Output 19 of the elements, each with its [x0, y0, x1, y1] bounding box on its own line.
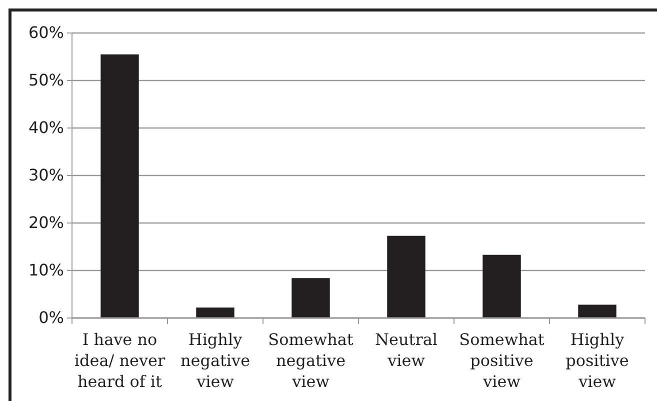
y-tick-label: 40%	[28, 118, 64, 138]
bar	[387, 236, 426, 318]
y-tick-label: 30%	[28, 166, 64, 185]
x-tick-label: Highly positive view	[566, 330, 629, 391]
x-tick-label: Somewhat positive view	[459, 330, 545, 391]
bar	[482, 254, 521, 318]
y-tick-label: 20%	[28, 213, 64, 232]
y-tick-label: 60%	[28, 23, 64, 42]
y-tick-label: 10%	[28, 260, 64, 280]
bar	[578, 304, 616, 318]
y-tick-label: 50%	[28, 70, 64, 90]
bar	[292, 278, 330, 318]
bar	[100, 54, 139, 318]
y-tick-label: 0%	[38, 308, 64, 328]
x-tick-label: Neutral view	[374, 330, 438, 370]
x-tick-label: I have no idea/ never heard of it	[74, 330, 166, 391]
x-tick-label: Highly negative view	[180, 330, 250, 391]
bar	[196, 308, 234, 318]
x-tick-label: Somewhat negative view	[268, 330, 354, 391]
